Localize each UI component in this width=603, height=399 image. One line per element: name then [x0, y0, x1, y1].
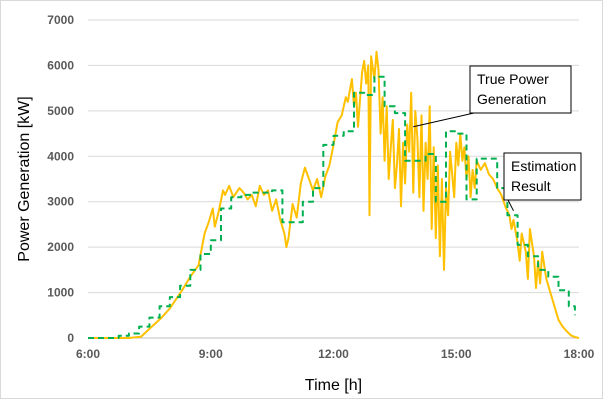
y-tick-label: 6000	[47, 58, 74, 72]
x-tick-label: 9:00	[199, 347, 223, 361]
x-tick-label: 6:00	[76, 347, 100, 361]
estimation-result-line	[88, 75, 576, 339]
x-axis-title: Time [h]	[305, 377, 362, 394]
true-power-generation-line	[88, 50, 580, 339]
annotation-box	[469, 65, 572, 114]
y-tick-label: 1000	[47, 286, 74, 300]
y-tick-label: 2000	[47, 240, 74, 254]
annotation-text: True Power	[477, 71, 549, 87]
x-tick-label: 15:00	[441, 347, 472, 361]
y-tick-label: 3000	[47, 195, 74, 209]
annotation-text: Estimation	[511, 158, 576, 174]
y-tick-label: 7000	[47, 13, 74, 27]
annotation-leader-line	[507, 199, 514, 212]
x-tick-label: 18:00	[564, 347, 595, 361]
annotation-leader-line	[413, 112, 475, 128]
true-power-annotation: True Power Generation	[413, 65, 572, 128]
y-tick-label: 5000	[47, 104, 74, 118]
annotation-text: Generation	[477, 91, 546, 107]
y-axis-title: Power Generation [kW]	[16, 96, 33, 261]
y-tick-label: 0	[67, 331, 74, 345]
data-series	[88, 50, 580, 339]
tick-labels: 0 1000 2000 3000 4000 5000 6000 7000 6:00 9:00 12:…	[47, 13, 594, 361]
annotation-box	[503, 152, 582, 201]
x-tick-label: 12:00	[318, 347, 349, 361]
estimation-result-annotation: Estimation Result	[503, 152, 582, 212]
gridlines	[88, 19, 579, 294]
annotation-text: Result	[511, 178, 551, 194]
annotations: True Power Generation Estimation Result	[413, 65, 582, 212]
y-tick-label: 4000	[47, 149, 74, 163]
